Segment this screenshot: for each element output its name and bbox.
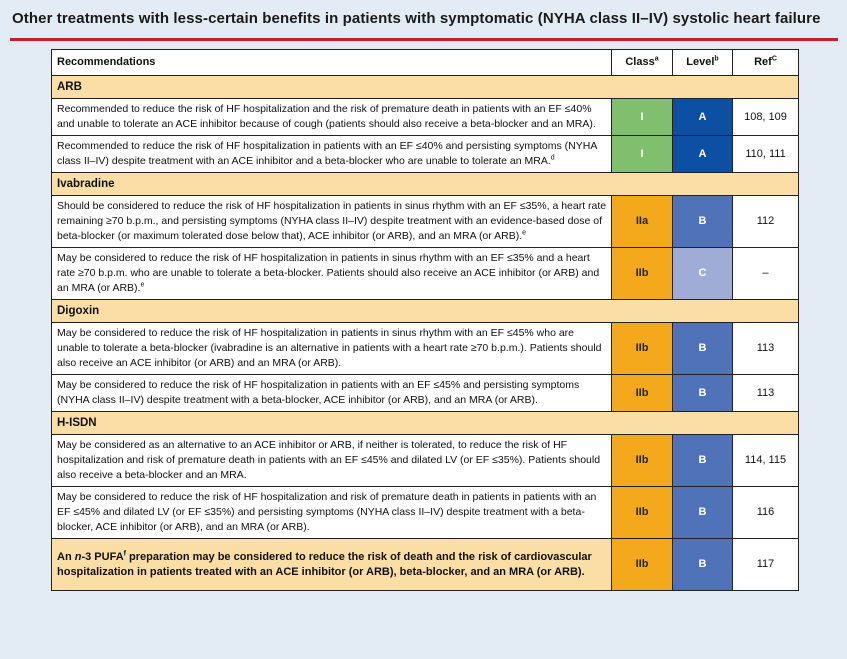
- ref-cell: 114, 115: [732, 434, 799, 487]
- recommendation-text: May be considered to reduce the risk of …: [51, 374, 612, 412]
- class-cell: IIb: [611, 322, 673, 375]
- class-cell: IIb: [611, 538, 673, 591]
- table-row: Should be considered to reduce the risk …: [51, 195, 799, 248]
- page-title: Other treatments with less-certain benef…: [12, 10, 821, 27]
- section-header-h-isdn: H-ISDN: [51, 411, 799, 435]
- recommendation-text: May be considered as an alternative to a…: [51, 434, 612, 487]
- ref-cell: 116: [732, 486, 799, 539]
- recommendation-text: May be considered to reduce the risk of …: [51, 322, 612, 375]
- table-row: May be considered to reduce the risk of …: [51, 374, 799, 412]
- ref-cell: 113: [732, 374, 799, 412]
- level-cell: B: [672, 434, 733, 487]
- level-cell: B: [672, 374, 733, 412]
- level-cell: A: [672, 135, 733, 173]
- level-cell: B: [672, 538, 733, 591]
- ref-cell: –: [732, 247, 799, 300]
- header-class: Classa: [611, 49, 673, 76]
- ref-cell: 112: [732, 195, 799, 248]
- class-cell: I: [611, 135, 673, 173]
- class-cell: IIb: [611, 486, 673, 539]
- ref-cell: 110, 111: [732, 135, 799, 173]
- table-row: May be considered to reduce the risk of …: [51, 486, 799, 539]
- recommendation-text: An n-3 PUFAf preparation may be consider…: [51, 538, 612, 591]
- class-cell: I: [611, 98, 673, 136]
- class-cell: IIa: [611, 195, 673, 248]
- table-row: Recommended to reduce the risk of HF hos…: [51, 135, 799, 173]
- class-cell: IIb: [611, 434, 673, 487]
- table-row: May be considered as an alternative to a…: [51, 434, 799, 487]
- ref-cell: 108, 109: [732, 98, 799, 136]
- section-header-ivabradine: Ivabradine: [51, 172, 799, 196]
- level-cell: C: [672, 247, 733, 300]
- level-cell: A: [672, 98, 733, 136]
- header-recommendations: Recommendations: [51, 49, 612, 76]
- level-cell: B: [672, 322, 733, 375]
- recommendation-text: Recommended to reduce the risk of HF hos…: [51, 135, 612, 173]
- class-cell: IIb: [611, 374, 673, 412]
- section-header-digoxin: Digoxin: [51, 299, 799, 323]
- table-row: Recommended to reduce the risk of HF hos…: [51, 98, 799, 136]
- header-ref: RefC: [732, 49, 799, 76]
- level-cell: B: [672, 195, 733, 248]
- title-rule: [10, 38, 838, 41]
- table-row: An n-3 PUFAf preparation may be consider…: [51, 538, 799, 591]
- recommendations-table: Recommendations Classa Levelb RefC ARB R…: [51, 49, 799, 591]
- recommendation-text: Should be considered to reduce the risk …: [51, 195, 612, 248]
- recommendation-text: Recommended to reduce the risk of HF hos…: [51, 98, 612, 136]
- header-level: Levelb: [672, 49, 733, 76]
- section-header-arb: ARB: [51, 75, 799, 99]
- recommendation-text: May be considered to reduce the risk of …: [51, 247, 612, 300]
- ref-cell: 117: [732, 538, 799, 591]
- ref-cell: 113: [732, 322, 799, 375]
- level-cell: B: [672, 486, 733, 539]
- recommendation-text: May be considered to reduce the risk of …: [51, 486, 612, 539]
- class-cell: IIb: [611, 247, 673, 300]
- table-row: May be considered to reduce the risk of …: [51, 247, 799, 300]
- table-row: May be considered to reduce the risk of …: [51, 322, 799, 375]
